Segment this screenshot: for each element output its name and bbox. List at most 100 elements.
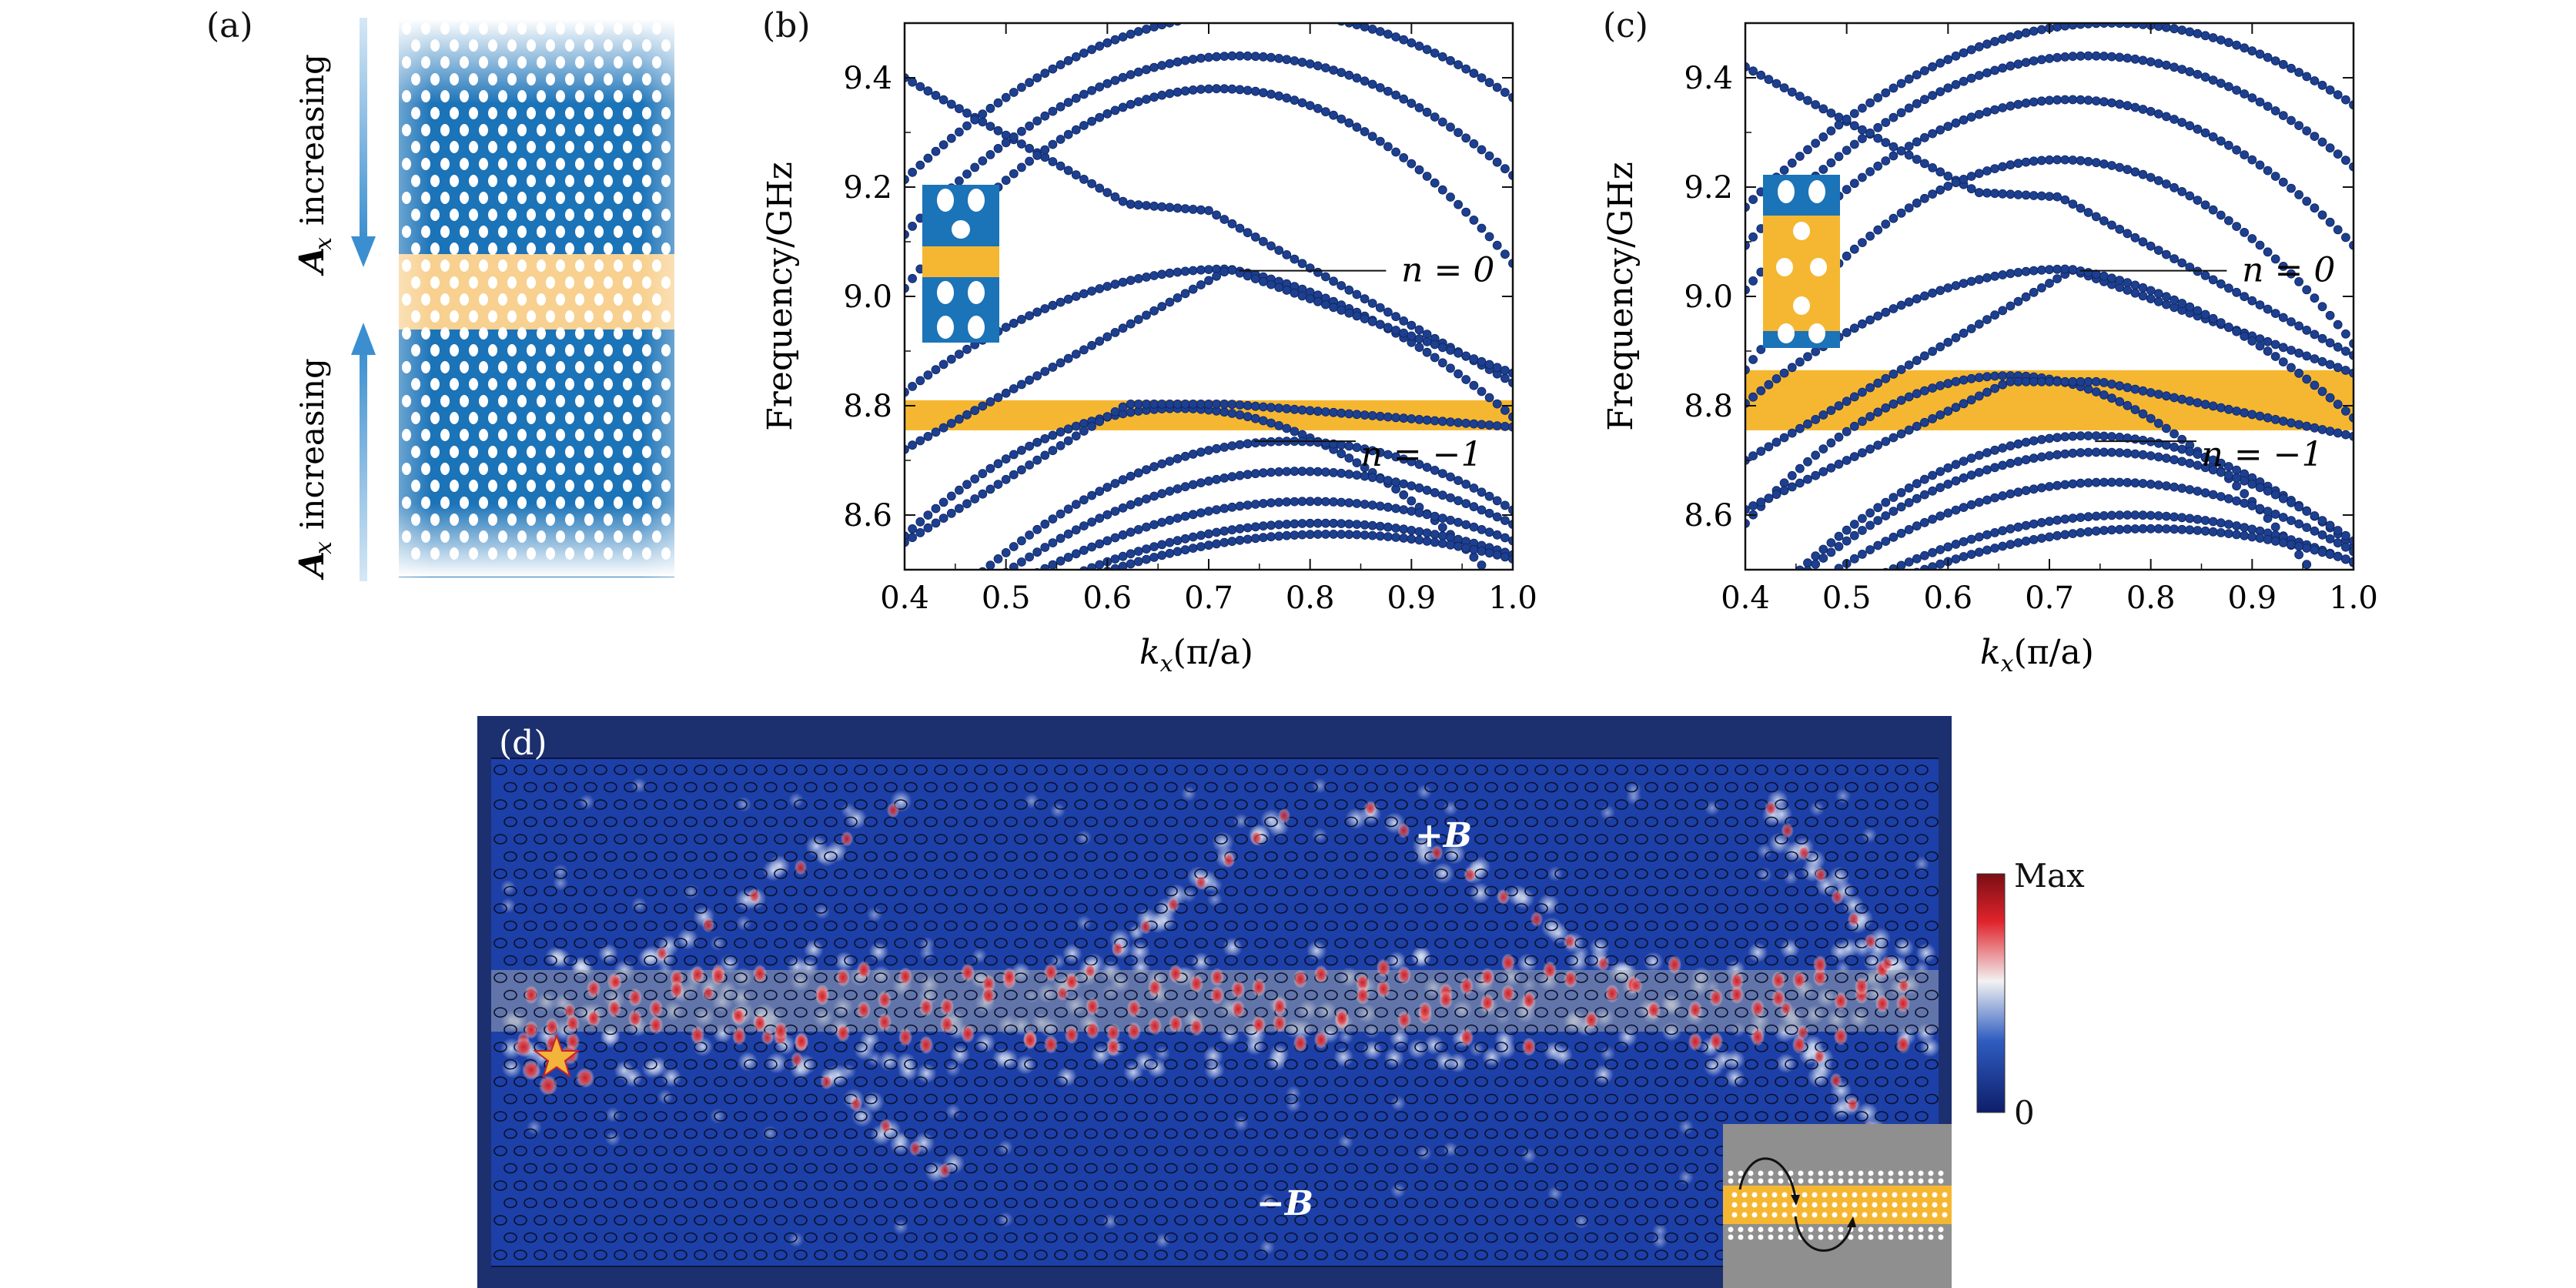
- band-point: [1990, 37, 1999, 46]
- field-hole: [1074, 1250, 1088, 1260]
- band-point: [2177, 299, 2187, 308]
- field-hole: [1164, 816, 1178, 828]
- field-hole: [1314, 1111, 1328, 1122]
- band-point: [1896, 208, 1906, 218]
- unit-cell-inset: [922, 185, 999, 343]
- field-hole: [984, 955, 998, 966]
- field-hole: [954, 764, 968, 775]
- field-hole: [1775, 1076, 1788, 1087]
- band-point: [1290, 467, 1300, 477]
- field-hole: [974, 903, 988, 914]
- field-hole: [1234, 834, 1248, 845]
- band-point: [1133, 525, 1143, 534]
- field-hole: [1074, 764, 1088, 775]
- band-point: [1157, 90, 1167, 100]
- band-point: [2107, 161, 2116, 170]
- band-point: [1352, 23, 1362, 30]
- field-hole: [1474, 1111, 1488, 1122]
- band-point: [1344, 118, 1354, 128]
- band-point: [1102, 332, 1112, 342]
- band-point: [1110, 507, 1120, 516]
- band-point: [954, 104, 964, 113]
- field-hole: [894, 1215, 908, 1226]
- unit-cell-inset: [1763, 175, 1840, 348]
- field-hole: [1034, 1146, 1048, 1156]
- field-hole: [1705, 781, 1718, 793]
- band-point: [1157, 61, 1167, 70]
- band-point: [2162, 249, 2171, 259]
- field-hole: [1354, 834, 1368, 845]
- band-point: [2099, 159, 2109, 169]
- field-hole: [1855, 868, 1868, 879]
- band-point: [970, 494, 980, 503]
- field-hotspot: [1167, 896, 1179, 912]
- band-point: [1205, 12, 1213, 20]
- band-point: [1360, 127, 1370, 136]
- band-point: [1165, 268, 1175, 278]
- field-hole: [493, 1215, 507, 1226]
- band-point: [1881, 88, 1891, 98]
- band-point: [1508, 520, 1513, 529]
- band-point: [2208, 75, 2218, 85]
- field-hole: [1614, 1180, 1628, 1191]
- band-point: [1227, 84, 1237, 94]
- field-hole: [1484, 851, 1498, 862]
- field-hole: [1484, 885, 1498, 897]
- band-point: [1919, 474, 1929, 484]
- band-point: [1492, 530, 1502, 540]
- field-hole: [1174, 1215, 1188, 1226]
- field-hole: [1084, 1163, 1098, 1174]
- field-hole: [624, 781, 637, 793]
- field-hole: [1314, 1250, 1328, 1260]
- band-point: [1266, 467, 1276, 477]
- field-hole: [1554, 1250, 1568, 1260]
- field-hole: [1434, 1146, 1448, 1156]
- band-point: [2130, 510, 2140, 520]
- field-hole: [1294, 1250, 1308, 1260]
- field-hotspot: [656, 945, 668, 962]
- band-point: [1087, 421, 1097, 431]
- band-point: [2247, 155, 2257, 165]
- band-point: [1834, 432, 1844, 442]
- field-hole: [1104, 1093, 1118, 1105]
- field-hole: [754, 1076, 768, 1087]
- band-point: [2162, 423, 2171, 433]
- y-tick-label: 8.8: [843, 389, 892, 424]
- band-point: [1896, 146, 1906, 156]
- field-hole: [1244, 955, 1258, 966]
- field-hole: [1474, 799, 1488, 810]
- band-point: [2153, 390, 2163, 400]
- band-point: [1990, 189, 1999, 199]
- band-point: [2083, 512, 2093, 522]
- field-hole: [974, 868, 988, 879]
- band-point: [1881, 437, 1891, 447]
- band-point: [2045, 192, 2054, 202]
- band-point: [1196, 265, 1206, 275]
- field-hole: [774, 1250, 788, 1260]
- band-point: [1889, 151, 1899, 161]
- band-point: [2310, 423, 2320, 433]
- field-hole: [804, 1024, 818, 1035]
- field-hole: [1104, 920, 1118, 932]
- field-hole: [614, 799, 627, 810]
- band-point: [978, 109, 988, 119]
- field-hole: [514, 1215, 527, 1226]
- field-hole: [1644, 920, 1658, 932]
- field-hole: [1775, 938, 1788, 948]
- band-point: [954, 127, 964, 137]
- field-hotspot: [1814, 867, 1827, 883]
- field-hole: [1124, 1163, 1138, 1174]
- field-hole: [754, 1146, 768, 1156]
- band-point: [2052, 480, 2062, 490]
- field-hole: [1815, 799, 1828, 810]
- band-point: [2216, 279, 2226, 289]
- band-point: [1095, 42, 1105, 51]
- band-point: [1025, 143, 1035, 153]
- band-point: [1943, 542, 1953, 552]
- field-hole: [1524, 1163, 1538, 1174]
- band-point: [1097, 569, 1102, 570]
- band-point: [2216, 528, 2226, 537]
- band-point: [2091, 158, 2101, 168]
- band-point: [2091, 51, 2101, 61]
- field-hole: [1694, 1180, 1708, 1191]
